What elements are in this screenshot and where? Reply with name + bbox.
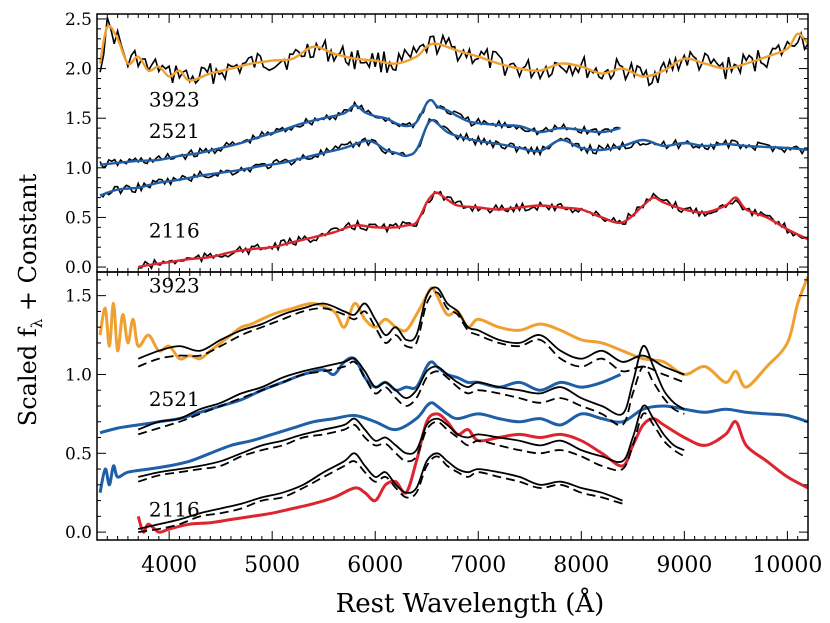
- annotation-top-2116: 2116: [149, 218, 200, 242]
- x-tick-label: 7000: [450, 553, 506, 578]
- bottom-series-3-red: [136, 412, 808, 534]
- top-y-tick-label: 0.0: [65, 258, 92, 278]
- y-axis-label-subscript: λ: [28, 318, 46, 328]
- top-y-tick-label: 2.0: [65, 60, 92, 80]
- annotation-top-2521: 2521: [149, 119, 200, 143]
- top-y-tick-label: 2.5: [65, 10, 92, 30]
- x-tick-label: 10000: [752, 553, 822, 578]
- bottom-series-8-model-solid: [138, 404, 685, 478]
- top-series-0-observed: [99, 17, 808, 87]
- top-panel-plot: [98, 17, 808, 271]
- bottom-y-tick-label: 1.5: [65, 287, 92, 307]
- x-tick-label: 8000: [553, 553, 609, 578]
- bottom-series-7-model-dashed: [137, 360, 685, 436]
- annotation-top-3923: 3923: [149, 87, 200, 111]
- bottom-panel-plot: [98, 276, 808, 534]
- y-axis-label: Scaled fλ + Constant: [14, 173, 46, 426]
- y-axis-label-tail: + Constant: [14, 173, 42, 318]
- top-panel-frame: [96, 13, 809, 273]
- bottom-y-tick-label: 0.0: [65, 523, 92, 543]
- bottom-series-9-model-dashed: [137, 412, 685, 483]
- y-axis-label-main: Scaled f: [14, 326, 42, 426]
- bottom-series-4-model-solid: [137, 286, 685, 376]
- top-series-3-red: [137, 191, 808, 269]
- bottom-series-6-model-solid: [137, 345, 685, 431]
- bottom-y-tick-label: 1.0: [65, 365, 92, 385]
- top-y-tick-label: 1.5: [65, 109, 92, 129]
- bottom-series-10-model-solid: [137, 452, 623, 530]
- annotation-bottom-3923: 3923: [149, 273, 200, 297]
- bottom-series-5-model-dashed: [137, 291, 685, 384]
- bottom-y-tick-label: 0.5: [65, 444, 92, 464]
- bottom-series-2-blue: [98, 401, 808, 494]
- annotation-bottom-2116: 2116: [149, 497, 200, 521]
- bottom-series-0-orange: [98, 276, 808, 389]
- top-series-0-orange: [98, 24, 808, 82]
- x-tick-label: 5000: [244, 553, 300, 578]
- top-series-2-observed: [99, 118, 808, 198]
- x-tick-label: 9000: [656, 553, 712, 578]
- top-series-1-blue: [99, 98, 621, 166]
- x-tick-label: 4000: [141, 553, 197, 578]
- annotation-bottom-2521: 2521: [149, 387, 200, 411]
- bottom-series-11-model-dashed: [138, 455, 623, 533]
- x-axis-label: Rest Wavelength (Å): [336, 587, 605, 619]
- top-y-tick-label: 1.0: [65, 159, 92, 179]
- top-series-2-blue: [99, 118, 808, 197]
- top-series-3-observed: [138, 190, 808, 271]
- x-tick-label: 6000: [347, 553, 403, 578]
- top-y-tick-label: 0.5: [65, 208, 92, 228]
